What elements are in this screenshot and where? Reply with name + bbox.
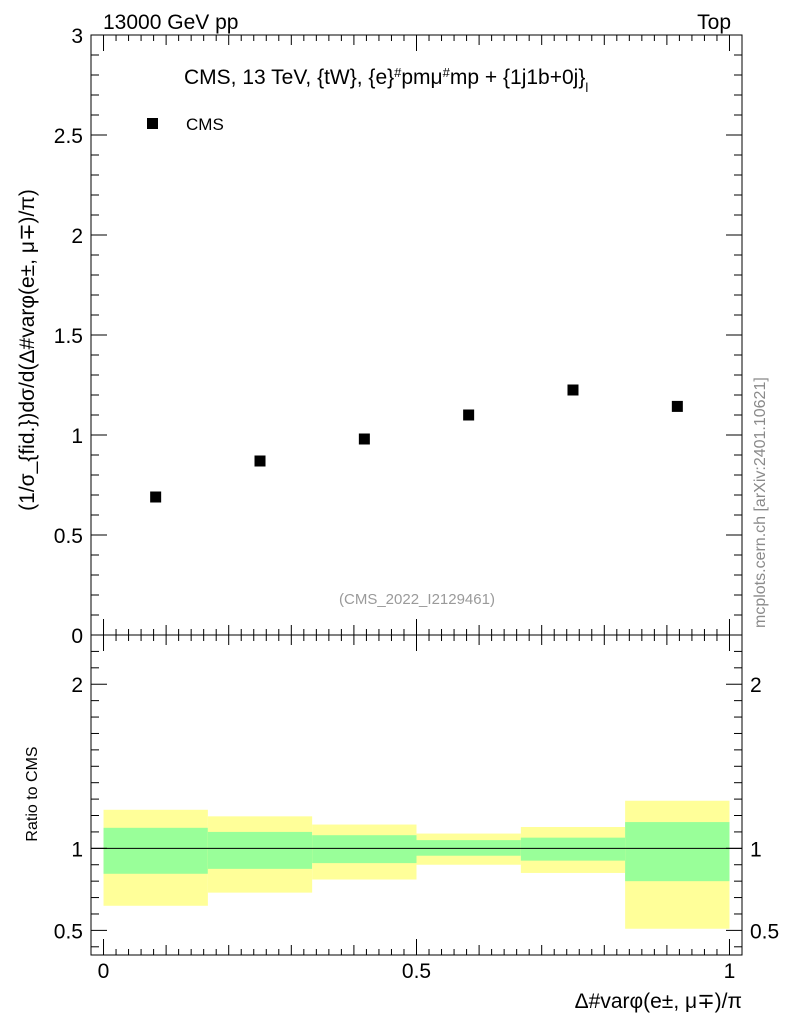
ratio-y-tick-label-right: 1 xyxy=(750,838,762,861)
main-panel: 0 0.5 1 1.5 2 2.5 3 CMS, 13 TeV, {tW}, {e}#pmμ… xyxy=(16,25,743,648)
x-tick-label: 1 xyxy=(724,960,736,983)
ratio-x-tick-labels: 0 0.5 1 xyxy=(98,960,736,983)
data-point xyxy=(671,400,683,412)
data-points xyxy=(150,384,683,503)
ratio-band-inner xyxy=(520,837,626,861)
main-y-ticks xyxy=(91,34,742,636)
side-source-label: mcplots.cern.ch [arXiv:2401.10621] xyxy=(752,377,769,628)
x-tick-label: 0 xyxy=(98,960,110,983)
main-y-tick-label: 1 xyxy=(71,425,83,448)
header-right: Top xyxy=(697,11,731,34)
main-y-axis-label: (1/σ_{fid.})dσ/d(Δ#varφ(e±, μ∓)/π) xyxy=(16,189,39,511)
ratio-bands xyxy=(103,800,730,929)
ratio-y-tick-label-left: 0.5 xyxy=(54,920,83,943)
legend-marker-cms xyxy=(147,118,158,129)
x-tick-label: 0.5 xyxy=(402,960,431,983)
ratio-band-inner xyxy=(625,822,730,882)
ratio-panel: 0.5 0.51 12 2 0 0.5 1 Ratio to CMS Δ#varφ(e±,… xyxy=(24,634,779,1013)
legend-label-cms: CMS xyxy=(186,115,224,134)
ratio-band-inner xyxy=(103,827,208,874)
ratio-y-tick-label-right: 0.5 xyxy=(750,920,779,943)
main-y-tick-label: 2 xyxy=(71,225,83,248)
data-point xyxy=(567,384,579,396)
ratio-y-ticks xyxy=(91,650,742,948)
data-point xyxy=(150,491,162,503)
main-y-tick-labels: 0 0.5 1 1.5 2 2.5 3 xyxy=(54,25,83,648)
main-y-tick-label: 0 xyxy=(71,625,83,648)
main-x-ticks xyxy=(103,35,730,635)
ratio-y-tick-label-left: 2 xyxy=(71,674,83,697)
ratio-y-tick-label-left: 1 xyxy=(71,838,83,861)
ratio-y-axis-label: Ratio to CMS xyxy=(24,746,41,841)
analysis-watermark: (CMS_2022_I2129461) xyxy=(339,591,495,608)
header-left: 13000 GeV pp xyxy=(103,11,238,34)
ratio-band-inner xyxy=(312,835,417,864)
ratio-x-ticks xyxy=(103,635,730,955)
ratio-y-tick-label-right: 2 xyxy=(750,674,762,697)
ratio-band-inner xyxy=(207,831,313,869)
main-y-tick-label: 3 xyxy=(71,25,83,48)
data-point xyxy=(358,433,370,445)
main-y-tick-label: 2.5 xyxy=(54,125,83,148)
data-point xyxy=(463,409,475,421)
x-axis-label: Δ#varφ(e±, μ∓)/π xyxy=(575,990,742,1013)
data-point xyxy=(254,455,266,467)
main-y-tick-label: 0.5 xyxy=(54,525,83,548)
ratio-y-tick-labels: 0.5 0.5 1 1 2 2 xyxy=(54,674,779,943)
plot-title: CMS, 13 TeV, {tW}, {e}#pmμ#mp + {1j1b+0j… xyxy=(184,65,588,95)
main-y-tick-label: 1.5 xyxy=(54,325,83,348)
